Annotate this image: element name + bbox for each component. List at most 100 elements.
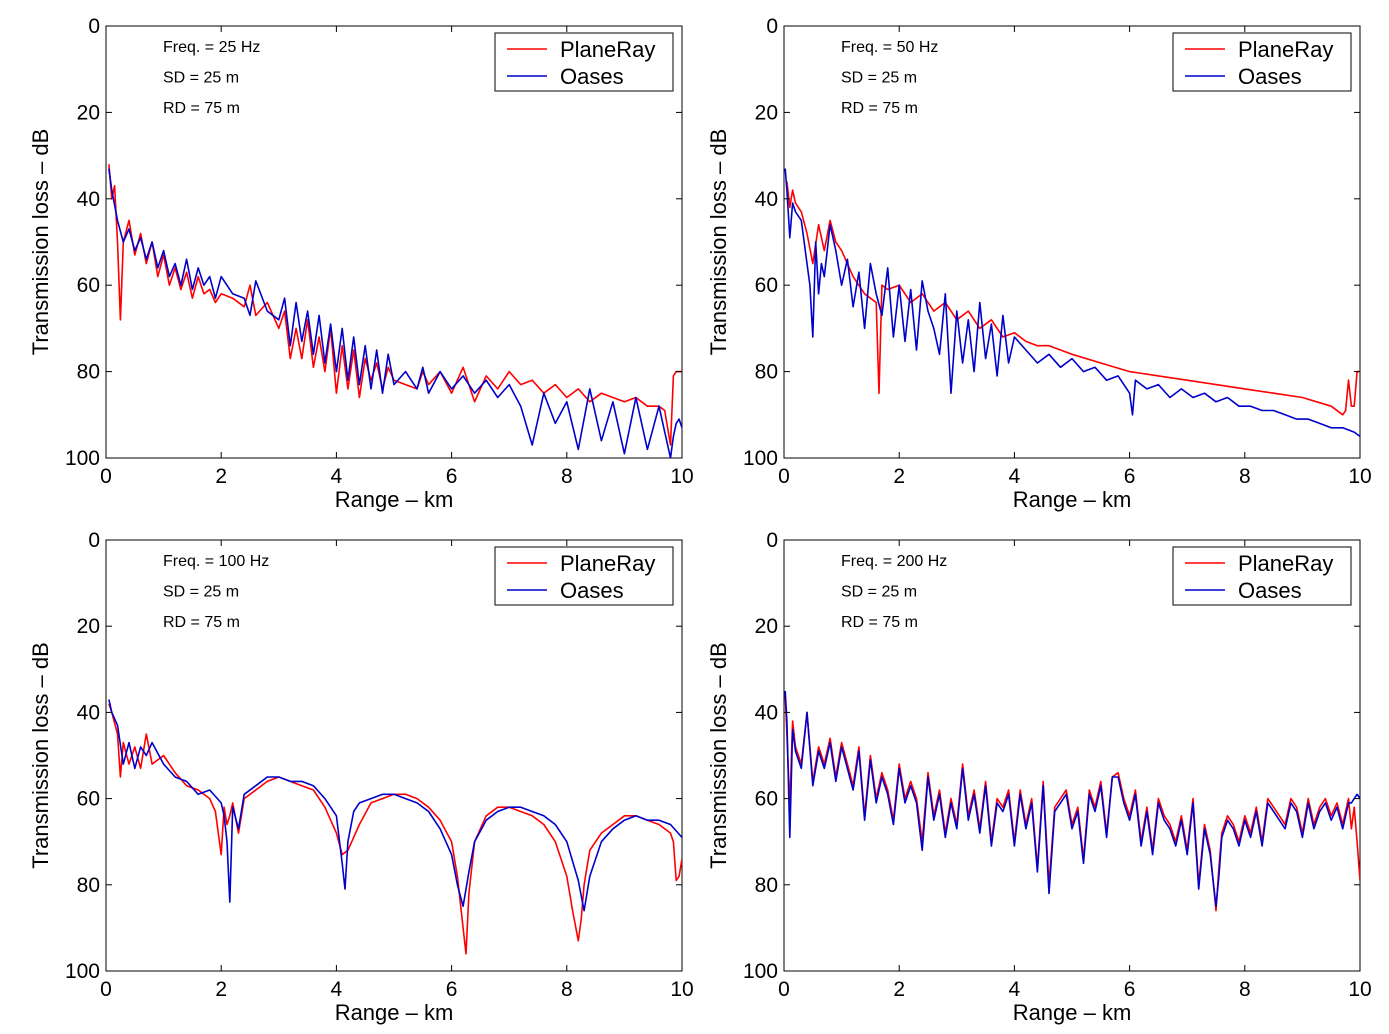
x-tick-label: 10 (670, 978, 693, 1001)
y-tick-label: 80 (755, 361, 778, 384)
y-axis-label: Transmission loss – dB (28, 129, 53, 356)
x-axis-label: Range – km (1013, 487, 1132, 512)
series-line-planeray (108, 164, 682, 446)
plot-frame (783, 539, 1361, 972)
y-tick-label: 60 (77, 788, 100, 811)
y-tick-label: 20 (77, 615, 100, 638)
x-axis-label: Range – km (1013, 1000, 1132, 1025)
legend-label: PlaneRay (1238, 551, 1333, 576)
legend-label: PlaneRay (560, 551, 655, 576)
x-tick-label: 2 (215, 465, 227, 488)
series-group (784, 690, 1360, 912)
plot-frame (783, 25, 1361, 459)
x-tick-label: 10 (1348, 978, 1371, 1001)
series-line-oases (784, 690, 1360, 908)
y-tick-label: 20 (755, 615, 778, 638)
x-tick-label: 6 (446, 465, 458, 488)
y-axis-label: Transmission loss – dB (706, 642, 731, 869)
legend-label: PlaneRay (1238, 37, 1333, 62)
y-tick-label: 100 (743, 960, 778, 983)
series-line-planeray (784, 695, 1360, 912)
annotation-text: SD = 25 m (163, 584, 239, 601)
legend-box (494, 32, 674, 92)
x-tick-label: 8 (1239, 978, 1251, 1001)
x-tick-label: 4 (1009, 465, 1021, 488)
series-line-planeray (108, 703, 682, 955)
y-tick-label: 80 (77, 874, 100, 897)
annotation-text: Freq. = 25 Hz (163, 39, 260, 56)
y-axis-label: Transmission loss – dB (706, 129, 731, 356)
x-tick-label: 4 (331, 978, 343, 1001)
x-tick-label: 8 (1239, 465, 1251, 488)
y-tick-label: 40 (77, 188, 100, 211)
y-tick-label: 60 (755, 274, 778, 297)
y-tick-label: 0 (88, 529, 100, 552)
annotation-text: RD = 75 m (163, 614, 240, 631)
legend-box (1172, 32, 1352, 92)
annotation-text: SD = 25 m (841, 584, 917, 601)
x-tick-label: 2 (893, 978, 905, 1001)
x-tick-label: 0 (100, 465, 112, 488)
x-tick-label: 2 (893, 465, 905, 488)
series-group (784, 168, 1360, 438)
plot-frame (105, 539, 683, 972)
legend-label: Oases (1238, 578, 1302, 603)
legend-box (494, 546, 674, 606)
y-tick-label: 0 (766, 529, 778, 552)
x-axis-label: Range – km (335, 487, 454, 512)
y-tick-label: 60 (755, 788, 778, 811)
x-tick-label: 0 (100, 978, 112, 1001)
y-tick-label: 0 (88, 15, 100, 38)
y-tick-label: 80 (77, 361, 100, 384)
plot-frame (105, 25, 683, 459)
x-tick-label: 0 (778, 465, 790, 488)
y-tick-label: 20 (755, 101, 778, 124)
y-tick-label: 80 (755, 874, 778, 897)
x-axis-label: Range – km (335, 1000, 454, 1025)
x-tick-label: 4 (331, 465, 343, 488)
y-tick-label: 100 (65, 960, 100, 983)
y-tick-label: 40 (755, 701, 778, 724)
y-tick-label: 40 (77, 701, 100, 724)
annotation-text: Freq. = 200 Hz (841, 553, 947, 570)
x-tick-label: 0 (778, 978, 790, 1001)
annotation-text: RD = 75 m (841, 614, 918, 631)
x-tick-label: 10 (1348, 465, 1371, 488)
x-tick-label: 4 (1009, 978, 1021, 1001)
x-tick-label: 10 (670, 465, 693, 488)
legend-label: Oases (1238, 64, 1302, 89)
x-tick-label: 6 (1124, 978, 1136, 1001)
legend-box (1172, 546, 1352, 606)
series-line-planeray (786, 181, 1360, 416)
x-tick-label: 6 (1124, 465, 1136, 488)
legend-label: Oases (560, 64, 624, 89)
x-tick-label: 6 (446, 978, 458, 1001)
annotation-text: SD = 25 m (841, 70, 917, 87)
x-tick-label: 2 (215, 978, 227, 1001)
series-line-oases (784, 168, 1360, 438)
annotation-text: RD = 75 m (163, 100, 240, 117)
series-group (108, 699, 682, 955)
y-tick-label: 60 (77, 274, 100, 297)
y-axis-label: Transmission loss – dB (28, 642, 53, 869)
x-tick-label: 8 (561, 465, 573, 488)
x-tick-label: 8 (561, 978, 573, 1001)
y-tick-label: 100 (65, 447, 100, 470)
legend-label: PlaneRay (560, 37, 655, 62)
y-tick-label: 100 (743, 447, 778, 470)
legend-label: Oases (560, 578, 624, 603)
annotation-text: Freq. = 100 Hz (163, 553, 269, 570)
y-tick-label: 0 (766, 15, 778, 38)
y-tick-label: 40 (755, 188, 778, 211)
annotation-text: SD = 25 m (163, 70, 239, 87)
series-line-oases (108, 168, 682, 458)
